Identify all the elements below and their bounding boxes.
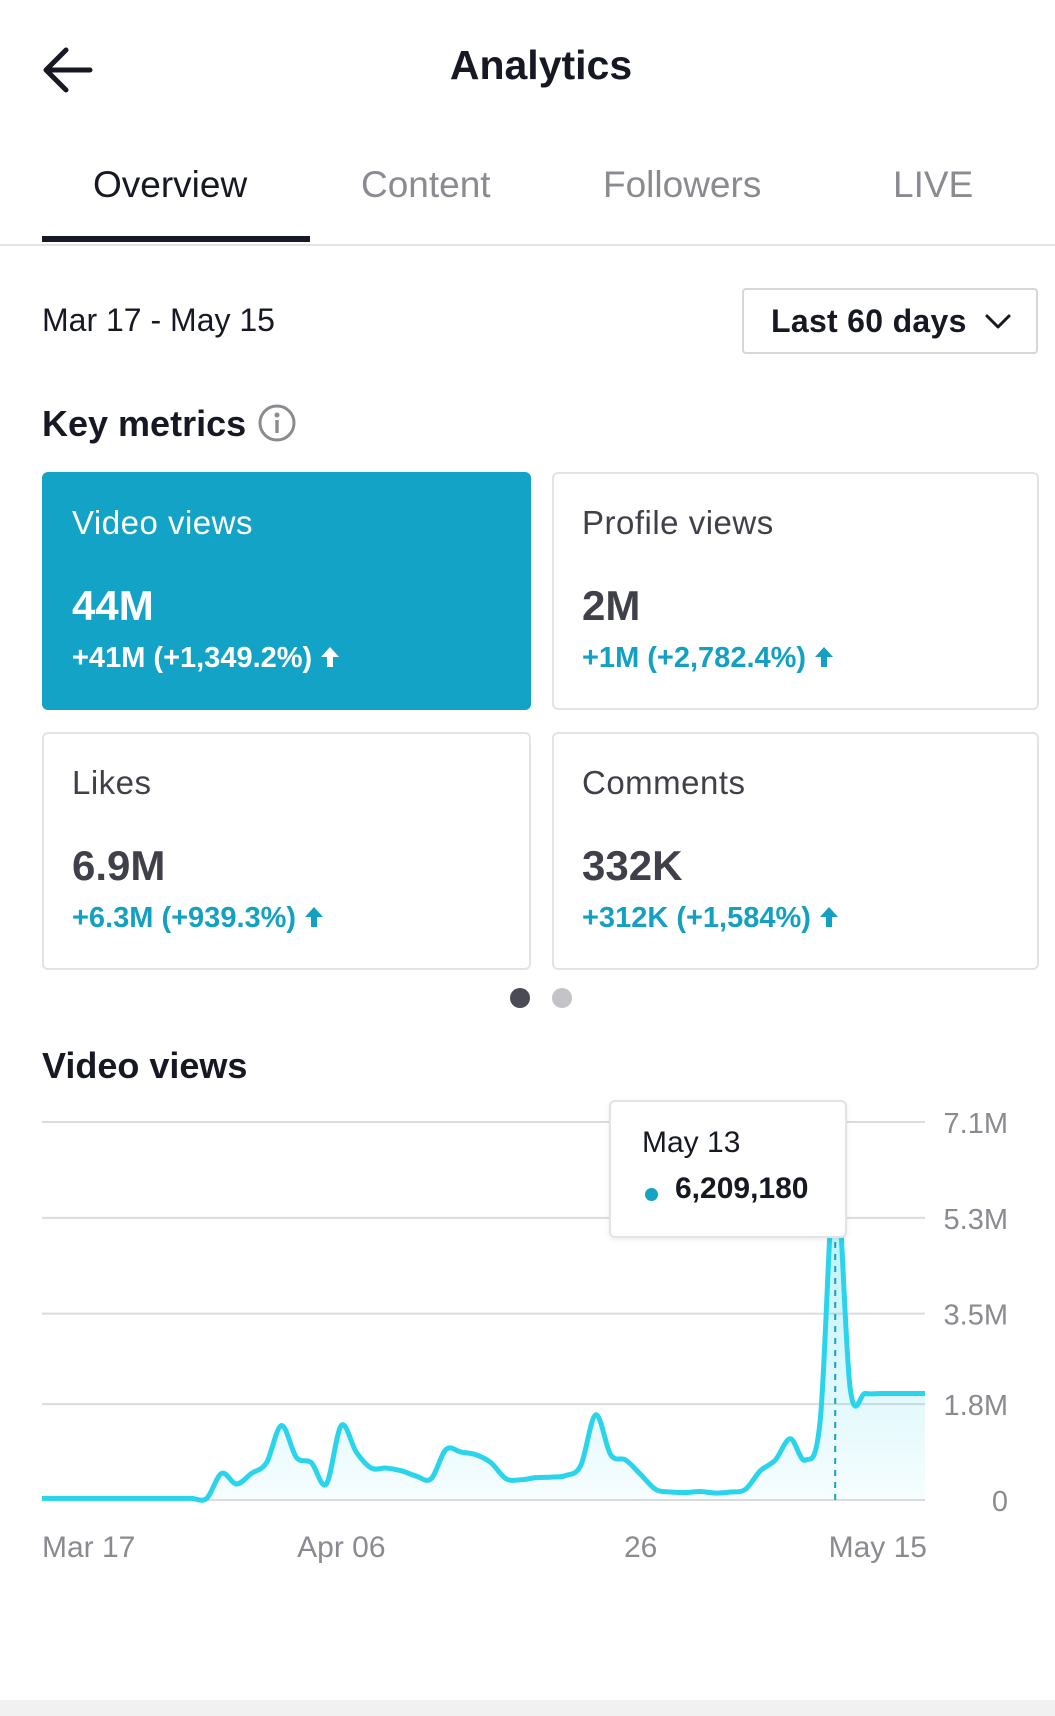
metric-label: Likes — [72, 764, 152, 801]
arrow-left-icon — [43, 47, 93, 93]
metric-delta: +312K (+1,584%) — [582, 902, 839, 935]
metric-delta: +6.3M (+939.3%) — [72, 902, 324, 935]
info-icon[interactable] — [257, 403, 297, 443]
back-button[interactable] — [38, 40, 98, 100]
metric-delta: +1M (+2,782.4%) — [582, 642, 834, 675]
metric-card-profile-views[interactable]: Profile views 2M +1M (+2,782.4%) — [552, 472, 1039, 710]
tab-followers[interactable]: Followers — [603, 164, 762, 205]
y-tick-label: 0 — [992, 1486, 1008, 1518]
active-tab-indicator — [42, 236, 310, 242]
page-dot-2[interactable] — [552, 988, 572, 1008]
tab-overview[interactable]: Overview — [93, 164, 248, 205]
metric-card-comments[interactable]: Comments 332K +312K (+1,584%) — [552, 732, 1039, 970]
tooltip-series-dot — [645, 1188, 658, 1201]
y-tick-label: 1.8M — [944, 1390, 1008, 1422]
key-metrics-title: Key metrics — [42, 403, 247, 444]
metric-card-video-views[interactable]: Video views 44M +41M (+1,349.2%) — [42, 472, 531, 710]
period-select-label: Last 60 days — [771, 303, 967, 339]
page-dot-1[interactable] — [510, 988, 530, 1008]
video-views-chart[interactable]: 7.1M 5.3M 3.5M 1.8M 0 Mar 17 Apr 06 26 May 15 — [0, 1080, 1055, 1660]
period-select[interactable]: Last 60 days — [742, 288, 1038, 354]
video-views-chart-title: Video views — [42, 1045, 248, 1086]
x-tick-label: Mar 17 — [42, 1531, 135, 1564]
tab-live[interactable]: LIVE — [893, 164, 974, 205]
y-tick-label: 3.5M — [944, 1300, 1008, 1332]
arrow-up-icon — [819, 907, 838, 927]
metric-value: 6.9M — [72, 842, 166, 889]
arrow-up-icon — [305, 907, 324, 927]
tab-bar: Overview Content Followers LIVE — [0, 160, 1055, 246]
chart-tooltip: May 13 6,209,180 — [609, 1100, 847, 1238]
y-tick-label: 7.1M — [944, 1108, 1008, 1140]
date-range-text: Mar 17 - May 15 — [42, 302, 275, 338]
tooltip-value: 6,209,180 — [675, 1172, 809, 1205]
arrow-up-icon — [815, 647, 834, 667]
x-tick-label: 26 — [624, 1531, 657, 1564]
arrow-up-icon — [321, 647, 340, 667]
metric-delta: +41M (+1,349.2%) — [72, 642, 340, 675]
metric-label: Comments — [582, 764, 746, 801]
bottom-divider — [0, 1700, 1055, 1716]
tab-content[interactable]: Content — [361, 164, 491, 205]
metric-value: 2M — [582, 582, 641, 629]
metric-card-likes[interactable]: Likes 6.9M +6.3M (+939.3%) — [42, 732, 531, 970]
y-tick-label: 5.3M — [944, 1204, 1008, 1236]
metric-label: Profile views — [582, 504, 774, 541]
metric-value: 332K — [582, 842, 683, 889]
metric-label: Video views — [72, 504, 253, 541]
metric-value: 44M — [72, 582, 154, 629]
chevron-down-icon — [985, 314, 1011, 329]
series-line — [41, 1166, 925, 1503]
tooltip-date: May 13 — [642, 1126, 741, 1159]
x-tick-label: Apr 06 — [297, 1531, 385, 1564]
x-tick-label: May 15 — [829, 1531, 927, 1564]
page-title: Analytics — [449, 42, 633, 88]
